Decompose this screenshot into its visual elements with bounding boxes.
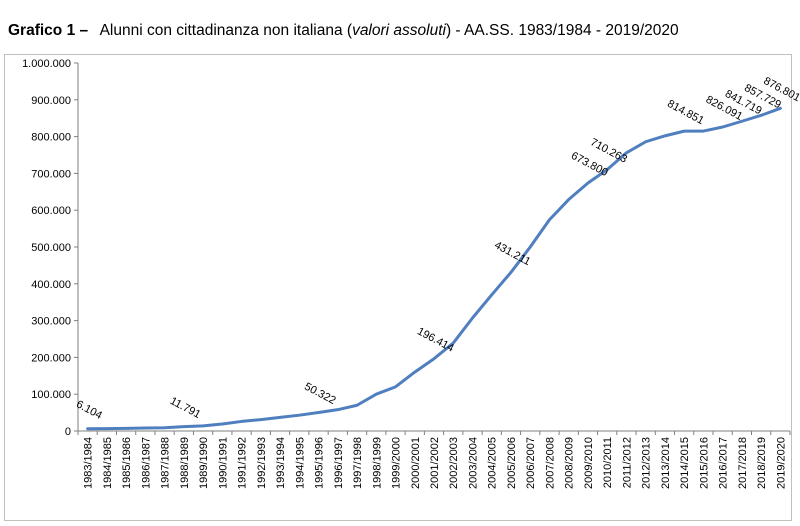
x-tick-label: 2013/2014 <box>660 437 672 489</box>
x-tick-label: 1994/1995 <box>294 437 306 489</box>
x-tick-label: 2014/2015 <box>679 437 691 489</box>
chart-title-tail: ) - AA.SS. 1983/1984 - 2019/2020 <box>445 22 679 39</box>
x-tick-label: 2003/2004 <box>467 437 479 489</box>
x-tick-label: 2011/2012 <box>621 437 633 488</box>
y-tick-label: 600.000 <box>31 205 71 217</box>
chart-title: Grafico 1 – Alunni con cittadinanza non … <box>8 22 679 40</box>
y-tick-labels: 0 100.000 200.000 300.000 400.000 500.000 600.… <box>22 58 71 438</box>
x-tick-label: 2016/2017 <box>718 437 730 489</box>
x-tick-label: 1995/1996 <box>314 437 326 489</box>
x-tick-label: 2005/2006 <box>506 437 518 489</box>
x-tick-label: 1992/1993 <box>256 437 268 489</box>
x-tick-label: 2015/2016 <box>698 437 710 489</box>
x-tick-label: 1983/1984 <box>83 437 95 489</box>
x-tick-label: 2006/2007 <box>525 437 537 489</box>
x-tick-label: 1990/1991 <box>217 437 229 489</box>
x-tick-label: 2008/2009 <box>564 437 576 489</box>
data-label: 6.104 <box>74 398 104 422</box>
x-tick-label: 2002/2003 <box>448 437 460 489</box>
x-tick-label: 2000/2001 <box>410 437 422 489</box>
y-tick-label: 200.000 <box>31 352 71 364</box>
x-tick-label: 2019/2020 <box>775 437 787 489</box>
data-label: 50.322 <box>302 381 337 407</box>
x-tick-label: 2007/2008 <box>544 437 556 489</box>
x-tick-label: 2001/2002 <box>429 437 441 489</box>
data-labels: 6.104 11.79150.322196.414431.211673.80071… <box>74 75 800 422</box>
data-label: 11.791 <box>168 395 203 421</box>
y-tick-label: 500.000 <box>31 242 71 254</box>
x-tick-label: 1984/1985 <box>102 437 114 489</box>
chart-axes <box>74 62 791 435</box>
x-tick-label: 2018/2019 <box>756 437 768 489</box>
data-label: 814.851 <box>665 98 706 127</box>
x-tick-label: 1998/1999 <box>371 437 383 489</box>
y-tick-label: 900.000 <box>31 95 71 107</box>
x-tick-label: 2009/2010 <box>583 437 595 489</box>
y-tick-label: 400.000 <box>31 279 71 291</box>
x-tick-label: 1985/1986 <box>121 437 133 489</box>
data-label: 431.211 <box>492 239 532 268</box>
x-tick-label: 1999/2000 <box>391 437 403 489</box>
series-line <box>86 106 782 431</box>
x-tick-label: 1997/1998 <box>352 437 364 489</box>
y-tick-label: 1.000.000 <box>22 58 71 70</box>
x-tick-label: 1996/1997 <box>333 437 345 489</box>
x-tick-label: 1988/1989 <box>179 437 191 489</box>
x-tick-label: 1989/1990 <box>198 437 210 489</box>
y-tick-label: 100.000 <box>31 389 71 401</box>
data-label: 196.414 <box>415 325 456 354</box>
chart-frame <box>4 54 792 521</box>
x-tick-label: 1993/1994 <box>275 437 287 489</box>
y-tick-label: 700.000 <box>31 168 71 180</box>
x-tick-label: 2017/2018 <box>737 437 749 489</box>
x-tick-labels: 1983/1984 1984/1985 1985/1986 1986/1987 1987… <box>83 437 788 489</box>
x-tick-label: 1987/1988 <box>160 437 172 489</box>
y-tick-label: 0 <box>65 426 71 438</box>
y-tick-label: 800.000 <box>31 132 71 144</box>
y-tick-label: 300.000 <box>31 316 71 328</box>
x-tick-label: 2004/2005 <box>487 437 499 489</box>
chart-title-italic: valori assoluti <box>352 22 446 39</box>
x-tick-label: 1991/1992 <box>237 437 249 489</box>
x-tick-label: 2010/2011 <box>602 437 614 488</box>
chart-title-lead: Grafico 1 – <box>8 22 89 39</box>
x-tick-label: 1986/1987 <box>140 437 152 489</box>
chart-title-main: Alunni con cittadinanza non italiana ( <box>99 22 353 39</box>
x-tick-label: 2012/2013 <box>641 437 653 489</box>
